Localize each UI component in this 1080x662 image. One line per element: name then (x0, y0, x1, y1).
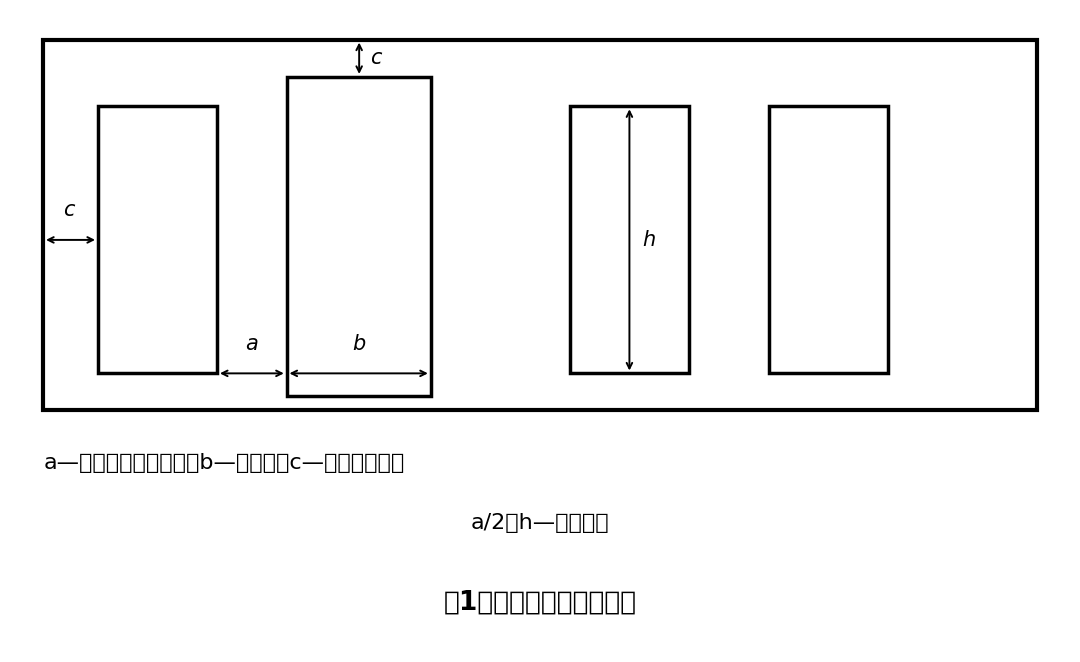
Text: c: c (370, 48, 382, 68)
Text: 图1　五芯鐵柱尺寸示意图: 图1 五芯鐵柱尺寸示意图 (444, 589, 636, 616)
Bar (43, 40, 1037, 410)
Bar (570, 107, 689, 373)
Text: h: h (643, 230, 656, 250)
Bar (769, 107, 888, 373)
Text: c: c (64, 200, 75, 220)
Bar (98, 107, 217, 373)
Text: a/2；h—窗口高。: a/2；h—窗口高。 (471, 513, 609, 533)
Bar (286, 77, 431, 396)
Text: a—鐵芯柱横截面的长；b—窗口长；c—旁柱的长，为: a—鐵芯柱横截面的长；b—窗口长；c—旁柱的长，为 (43, 453, 404, 473)
Text: b: b (352, 334, 366, 354)
Text: a: a (245, 334, 258, 354)
